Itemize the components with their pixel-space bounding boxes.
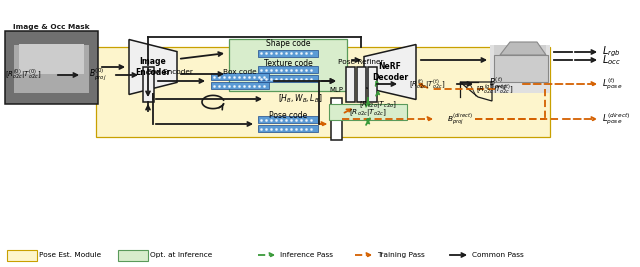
FancyBboxPatch shape	[494, 45, 546, 80]
Text: $[R_{o2c}|T_{o2c}]$: $[R_{o2c}|T_{o2c}]$	[349, 107, 387, 117]
Polygon shape	[129, 40, 177, 95]
Polygon shape	[364, 45, 416, 100]
Text: $B_{proj}^{(0)}$: $B_{proj}^{(0)}$	[89, 67, 107, 83]
Text: $B_{proj}^{(t)}$: $B_{proj}^{(t)}$	[489, 76, 507, 92]
FancyBboxPatch shape	[13, 45, 88, 93]
FancyBboxPatch shape	[229, 39, 347, 91]
Polygon shape	[500, 42, 546, 55]
FancyBboxPatch shape	[346, 66, 355, 101]
Text: $L_{pose}^{(t)}$: $L_{pose}^{(t)}$	[602, 76, 622, 92]
Text: $L_{rgb}$: $L_{rgb}$	[602, 45, 621, 59]
Text: Common Pass: Common Pass	[472, 252, 524, 258]
Text: $[R_{o2c}^{(t)}|T_{o2c}^{(t)}]$: $[R_{o2c}^{(t)}|T_{o2c}^{(t)}]$	[409, 77, 445, 91]
Text: Pose code: Pose code	[269, 111, 307, 120]
Text: Inference Pass: Inference Pass	[280, 252, 333, 258]
FancyBboxPatch shape	[7, 249, 37, 261]
FancyBboxPatch shape	[96, 47, 550, 137]
FancyBboxPatch shape	[329, 104, 407, 120]
Text: Texture code: Texture code	[264, 60, 312, 69]
FancyBboxPatch shape	[258, 125, 318, 132]
Polygon shape	[494, 55, 548, 82]
FancyBboxPatch shape	[258, 66, 318, 73]
FancyBboxPatch shape	[143, 66, 154, 101]
FancyBboxPatch shape	[4, 30, 97, 104]
FancyBboxPatch shape	[258, 116, 318, 123]
Text: $B_{proj}^{(direct)}$: $B_{proj}^{(direct)}$	[447, 111, 473, 127]
Text: Image & Occ Mask: Image & Occ Mask	[13, 24, 90, 30]
Text: $L_{occ}$: $L_{occ}$	[602, 53, 621, 67]
Text: Opt. at Inference: Opt. at Inference	[150, 252, 212, 258]
Text: $L_{pose}^{(direct)}$: $L_{pose}^{(direct)}$	[602, 111, 630, 127]
FancyBboxPatch shape	[211, 73, 269, 80]
FancyBboxPatch shape	[258, 75, 318, 82]
Text: MLP: MLP	[329, 87, 343, 93]
FancyBboxPatch shape	[19, 44, 83, 74]
Text: $[R_{o2c}^{(0)}|T_{o2c}^{(0)}]$: $[R_{o2c}^{(0)}|T_{o2c}^{(0)}]$	[5, 68, 42, 82]
Text: Box Encoder: Box Encoder	[147, 69, 193, 75]
FancyBboxPatch shape	[258, 49, 318, 57]
Text: $[H_B, W_B, L_B]$: $[H_B, W_B, L_B]$	[278, 93, 322, 105]
FancyBboxPatch shape	[118, 249, 148, 261]
FancyBboxPatch shape	[490, 45, 550, 93]
Text: $[R_{o2c}^{(gt)}|T_{o2c}^{(gt)}]$: $[R_{o2c}^{(gt)}|T_{o2c}^{(gt)}]$	[476, 82, 514, 96]
Text: Training Pass: Training Pass	[377, 252, 425, 258]
Text: $[R_{c2o}|T_{c2o}]$: $[R_{c2o}|T_{c2o}]$	[359, 99, 397, 109]
Text: Box code: Box code	[223, 69, 257, 75]
Text: Image
Encoder: Image Encoder	[136, 57, 171, 77]
Text: NeRF
Decoder: NeRF Decoder	[372, 62, 408, 82]
Text: Pose Est. Module: Pose Est. Module	[39, 252, 101, 258]
FancyBboxPatch shape	[356, 66, 365, 101]
FancyBboxPatch shape	[330, 98, 342, 140]
Text: Shape code: Shape code	[266, 40, 310, 49]
FancyBboxPatch shape	[367, 66, 376, 101]
FancyBboxPatch shape	[211, 82, 269, 89]
Text: Pose Refiner: Pose Refiner	[339, 59, 384, 65]
